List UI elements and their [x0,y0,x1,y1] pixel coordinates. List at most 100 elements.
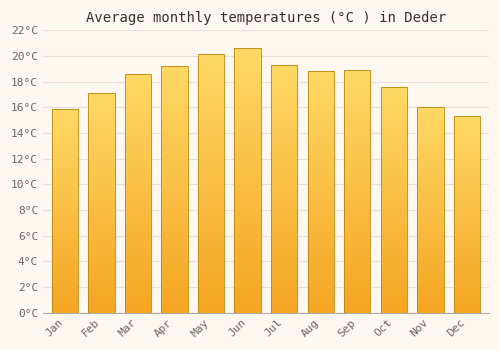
Bar [234,144,261,149]
Bar [454,152,480,156]
Bar [162,165,188,170]
Bar [271,303,297,308]
Bar [88,216,115,221]
Bar [88,251,115,256]
Bar [380,105,407,110]
Bar [52,296,78,300]
Bar [417,169,444,173]
Bar [162,219,188,224]
Bar [271,204,297,209]
Bar [88,124,115,128]
Bar [417,288,444,292]
Bar [52,251,78,256]
Bar [125,189,151,193]
Bar [380,254,407,258]
Bar [271,288,297,293]
Bar [52,149,78,154]
Bar [234,64,261,70]
Bar [125,165,151,169]
Bar [88,203,115,207]
Bar [125,308,151,313]
Bar [417,194,444,198]
Bar [52,166,78,170]
Bar [88,207,115,212]
Bar [88,238,115,243]
Bar [308,139,334,144]
Bar [417,202,444,206]
Bar [380,127,407,132]
Bar [454,117,480,120]
Bar [344,119,370,124]
Bar [234,244,261,249]
Bar [417,153,444,157]
Bar [380,250,407,254]
Bar [198,178,224,183]
Bar [308,81,334,86]
Bar [344,269,370,274]
Bar [271,65,297,313]
Bar [344,250,370,254]
Bar [88,128,115,133]
Bar [417,243,444,247]
Bar [417,206,444,210]
Bar [454,117,480,313]
Bar [308,177,334,182]
Bar [125,174,151,179]
Bar [234,138,261,143]
Bar [162,189,188,194]
Bar [198,121,224,126]
Bar [162,155,188,160]
Bar [198,136,224,142]
Bar [417,116,444,120]
Bar [88,190,115,194]
Bar [198,152,224,157]
Bar [88,269,115,273]
Bar [380,155,407,159]
Bar [198,111,224,116]
Bar [308,130,334,134]
Bar [125,107,151,112]
Bar [308,231,334,236]
Bar [125,112,151,117]
Bar [198,100,224,105]
Bar [308,105,334,110]
Bar [162,135,188,140]
Bar [52,264,78,268]
Bar [52,268,78,272]
Bar [162,91,188,96]
Bar [344,230,370,235]
Bar [52,256,78,260]
Bar [88,220,115,225]
Bar [125,84,151,88]
Bar [162,106,188,111]
Bar [52,170,78,174]
Bar [125,146,151,150]
Bar [344,143,370,148]
Bar [271,233,297,238]
Bar [344,133,370,138]
Bar [308,168,334,173]
Bar [234,260,261,265]
Bar [162,175,188,180]
Bar [417,112,444,116]
Bar [198,271,224,276]
Bar [88,106,115,111]
Bar [417,284,444,288]
Bar [162,268,188,273]
Bar [52,211,78,215]
Bar [198,194,224,199]
Bar [380,218,407,222]
Bar [417,251,444,255]
Bar [198,240,224,245]
Bar [125,169,151,174]
Bar [380,150,407,155]
Bar [454,120,480,124]
Bar [271,243,297,248]
Bar [198,214,224,219]
Bar [271,214,297,218]
Bar [344,99,370,104]
Bar [88,186,115,190]
Bar [380,276,407,281]
Bar [125,270,151,274]
Bar [234,191,261,196]
